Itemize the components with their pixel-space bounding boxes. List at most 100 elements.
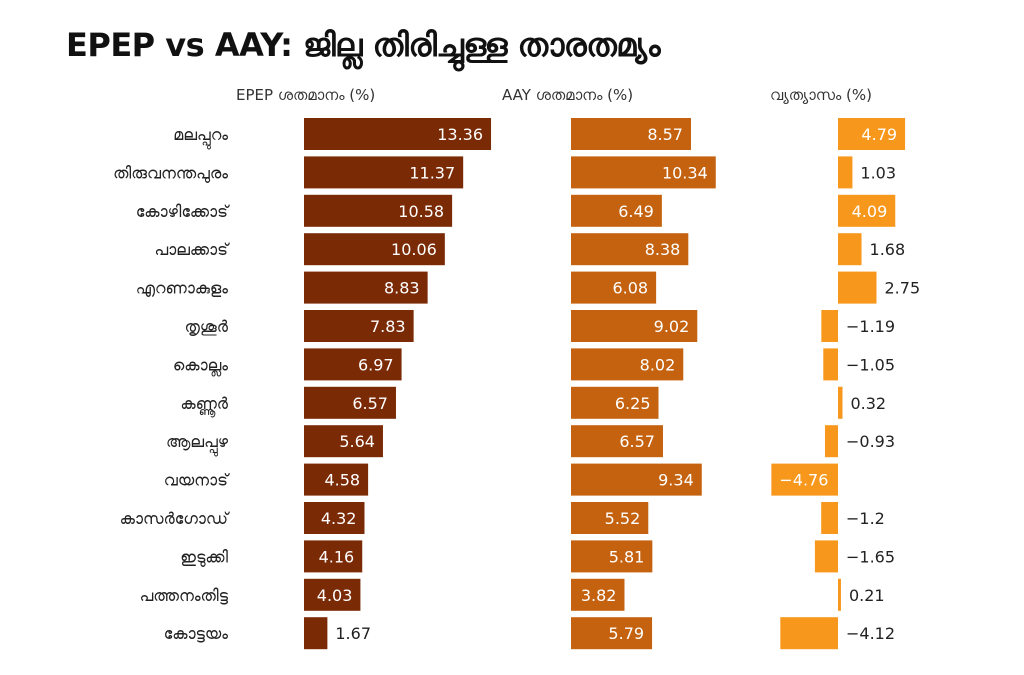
data-label: 3.82 bbox=[581, 586, 617, 605]
data-label: 0.32 bbox=[850, 394, 886, 413]
bar-epep bbox=[304, 425, 383, 458]
bar-epep bbox=[304, 233, 445, 266]
bar-difference bbox=[838, 156, 853, 189]
bar-aay bbox=[571, 617, 653, 650]
data-label: −1.65 bbox=[846, 547, 895, 566]
data-label: 5.81 bbox=[609, 547, 645, 566]
bar-difference bbox=[814, 540, 838, 573]
bar-difference bbox=[780, 617, 838, 650]
bar-difference bbox=[838, 271, 877, 304]
data-label: 8.02 bbox=[640, 355, 676, 374]
data-label: 2.75 bbox=[885, 279, 921, 298]
data-label: 4.16 bbox=[319, 547, 355, 566]
bar-difference bbox=[838, 578, 841, 611]
difference-column-header: വ്യത്യാസം (%) bbox=[770, 86, 872, 104]
data-label: 10.06 bbox=[391, 240, 437, 259]
data-label: 4.32 bbox=[321, 509, 357, 528]
bar-epep bbox=[304, 310, 414, 342]
category-label: തിരുവനന്തപുരം bbox=[113, 163, 228, 183]
bar-difference bbox=[823, 348, 838, 381]
bar-aay bbox=[571, 310, 698, 342]
data-label: 13.36 bbox=[437, 125, 483, 144]
epep-column-header: EPEP ശതമാനം (%) bbox=[236, 86, 376, 104]
data-label: 4.03 bbox=[317, 586, 353, 605]
bar-epep bbox=[304, 194, 453, 227]
bar-epep bbox=[304, 118, 492, 150]
category-label: കൊല്ലം bbox=[173, 355, 228, 377]
bar-epep bbox=[304, 271, 428, 304]
data-label: 0.21 bbox=[849, 586, 885, 605]
data-label: 10.34 bbox=[662, 163, 708, 182]
data-label: 8.38 bbox=[645, 240, 681, 259]
bar-aay bbox=[571, 348, 684, 381]
data-label: −4.12 bbox=[846, 624, 895, 643]
data-label: −1.05 bbox=[846, 355, 895, 374]
data-label: 5.64 bbox=[339, 432, 375, 451]
bar-epep bbox=[304, 386, 396, 419]
bar-aay bbox=[571, 578, 625, 611]
bar-difference bbox=[771, 463, 838, 496]
data-label: −1.2 bbox=[846, 509, 885, 528]
bar-difference bbox=[838, 233, 862, 266]
data-label: 1.03 bbox=[860, 163, 896, 182]
bar-difference bbox=[838, 194, 896, 227]
category-label: ഇടുക്കി bbox=[180, 547, 228, 566]
bar-epep bbox=[304, 348, 402, 381]
bar-difference bbox=[821, 502, 838, 534]
data-label: 1.67 bbox=[335, 624, 371, 643]
bar-epep bbox=[304, 540, 363, 573]
data-label: 5.79 bbox=[608, 624, 644, 643]
bar-difference bbox=[838, 386, 843, 419]
bar-aay bbox=[571, 425, 663, 458]
data-label: 10.58 bbox=[398, 202, 444, 221]
data-label: 1.68 bbox=[870, 240, 906, 259]
bar-epep bbox=[304, 502, 365, 534]
data-label: 9.34 bbox=[658, 471, 694, 490]
bar-difference bbox=[821, 310, 838, 342]
category-label: തൃശൂർ bbox=[185, 317, 229, 336]
bar-aay bbox=[571, 118, 691, 150]
data-label: 5.52 bbox=[605, 509, 641, 528]
category-label: കോഴിക്കോട് bbox=[136, 202, 231, 221]
data-label: 6.57 bbox=[619, 432, 655, 451]
data-label: 4.79 bbox=[861, 125, 897, 144]
bar-difference bbox=[824, 425, 838, 458]
bar-aay bbox=[571, 540, 653, 573]
bar-aay bbox=[571, 463, 702, 496]
category-label: ആലപ്പുഴ bbox=[166, 432, 229, 456]
bar-epep bbox=[304, 578, 361, 611]
data-label: 4.09 bbox=[852, 202, 888, 221]
bar-epep bbox=[304, 156, 464, 189]
bar-epep bbox=[304, 617, 328, 650]
bar-aay bbox=[571, 386, 659, 419]
data-label: 6.49 bbox=[618, 202, 654, 221]
category-label: കാസർഗോഡ് bbox=[120, 509, 231, 528]
data-label: −4.76 bbox=[779, 471, 828, 490]
data-label: 6.57 bbox=[352, 394, 388, 413]
category-label: കോട്ടയം bbox=[164, 624, 229, 643]
data-label: 6.08 bbox=[612, 279, 648, 298]
category-label: പാലക്കാട് bbox=[154, 240, 230, 259]
bar-epep bbox=[304, 463, 369, 496]
data-label: −0.93 bbox=[846, 432, 895, 451]
aay-column-header: AAY ശതമാനം (%) bbox=[502, 86, 634, 104]
data-label: 11.37 bbox=[409, 163, 455, 182]
data-label: 9.02 bbox=[654, 317, 690, 336]
data-label: 6.97 bbox=[358, 355, 394, 374]
category-label: എറണാകുളം bbox=[136, 279, 229, 298]
category-label: വയനാട് bbox=[164, 471, 231, 490]
data-label: 6.25 bbox=[615, 394, 651, 413]
chart-title: EPEP vs AAY: ജില്ല തിരിച്ചുള്ള താരതമ്യം bbox=[66, 26, 661, 64]
bar-aay bbox=[571, 271, 657, 304]
data-label: 8.83 bbox=[384, 279, 420, 298]
bar-difference bbox=[838, 118, 906, 150]
category-label: കണ്ണൂർ bbox=[180, 394, 228, 418]
bar-aay bbox=[571, 233, 689, 266]
bar-aay bbox=[571, 156, 716, 189]
data-label: −1.19 bbox=[846, 317, 895, 336]
data-label: 4.58 bbox=[324, 471, 360, 490]
bar-aay bbox=[571, 502, 649, 534]
category-label: മലപ്പുറം bbox=[173, 125, 228, 149]
category-label: പത്തനംതിട്ട bbox=[140, 586, 229, 605]
